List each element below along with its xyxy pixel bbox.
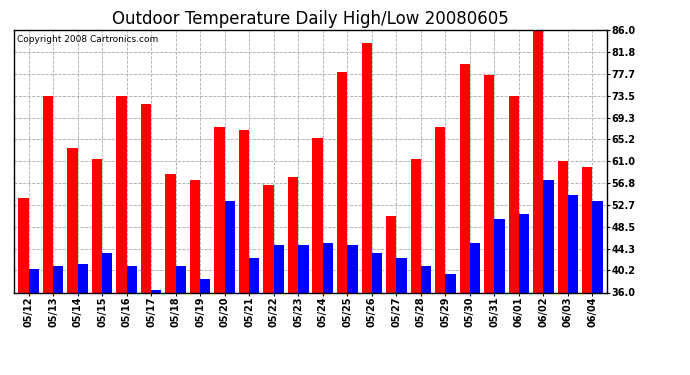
Bar (288, 177, 298, 292)
Bar (558, 161, 568, 292)
Bar (53, 266, 63, 292)
Bar (593, 201, 603, 292)
Bar (484, 75, 495, 292)
Bar (421, 266, 431, 292)
Bar (460, 64, 470, 292)
Bar (544, 180, 554, 292)
Bar (519, 214, 529, 292)
Bar (28, 269, 39, 292)
Bar (225, 201, 235, 292)
Bar (347, 245, 357, 292)
Title: Outdoor Temperature Daily High/Low 20080605: Outdoor Temperature Daily High/Low 20080… (112, 10, 509, 28)
Bar (18, 198, 28, 292)
Bar (151, 290, 161, 292)
Bar (372, 253, 382, 292)
Bar (215, 127, 225, 292)
Bar (298, 245, 308, 292)
Bar (77, 264, 88, 292)
Bar (239, 130, 249, 292)
Bar (323, 243, 333, 292)
Bar (470, 243, 480, 292)
Bar (362, 43, 372, 292)
Bar (176, 266, 186, 292)
Bar (117, 96, 126, 292)
Bar (92, 159, 102, 292)
Bar (337, 72, 347, 292)
Bar (102, 253, 112, 292)
Bar (495, 219, 504, 292)
Bar (313, 138, 323, 292)
Bar (568, 195, 578, 292)
Bar (67, 148, 77, 292)
Bar (582, 166, 593, 292)
Bar (435, 127, 445, 292)
Bar (509, 96, 519, 292)
Bar (190, 180, 200, 292)
Bar (386, 216, 396, 292)
Bar (200, 279, 210, 292)
Bar (43, 96, 53, 292)
Bar (249, 258, 259, 292)
Bar (396, 258, 406, 292)
Bar (533, 30, 544, 292)
Bar (126, 266, 137, 292)
Bar (274, 245, 284, 292)
Bar (411, 159, 421, 292)
Bar (264, 185, 274, 292)
Bar (166, 174, 176, 292)
Bar (141, 104, 151, 292)
Bar (445, 274, 455, 292)
Text: Copyright 2008 Cartronics.com: Copyright 2008 Cartronics.com (17, 35, 158, 44)
